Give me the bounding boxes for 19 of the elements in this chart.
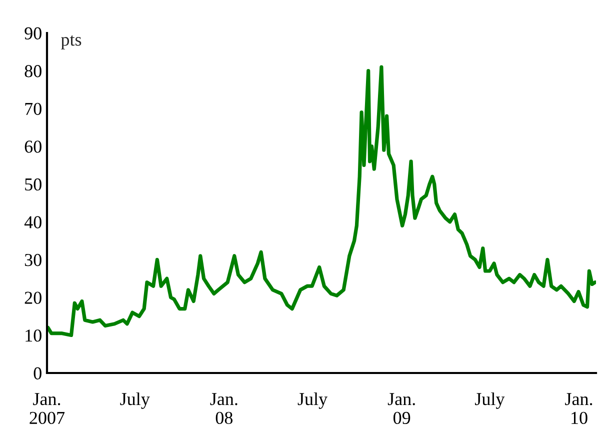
y-tick-label: 0 bbox=[34, 367, 42, 380]
y-tick-label: 60 bbox=[24, 140, 42, 153]
line-series bbox=[47, 65, 596, 338]
x-tick-label: July bbox=[298, 392, 328, 409]
x-tick-label: July bbox=[120, 392, 150, 409]
y-tick-label: 50 bbox=[25, 178, 42, 191]
y-axis-title: pts bbox=[61, 35, 82, 50]
y-tick-label: 10 bbox=[26, 329, 42, 342]
x-tick-label: Jan. 08 bbox=[210, 393, 238, 424]
y-tick-label: 20 bbox=[24, 292, 42, 304]
y-tick-label: 80 bbox=[24, 65, 42, 78]
x-tick-label: July bbox=[475, 392, 505, 409]
x-tick-label: Jan. 2007 bbox=[30, 393, 65, 424]
y-tick-label: 70 bbox=[25, 102, 42, 115]
x-tick-label: Jan. 10 bbox=[565, 393, 592, 424]
y-tick-label: 30 bbox=[24, 254, 42, 266]
y-tick-label: 40 bbox=[24, 216, 42, 228]
y-tick-label: 90 bbox=[24, 27, 42, 40]
x-tick-label: Jan. 09 bbox=[388, 393, 415, 424]
